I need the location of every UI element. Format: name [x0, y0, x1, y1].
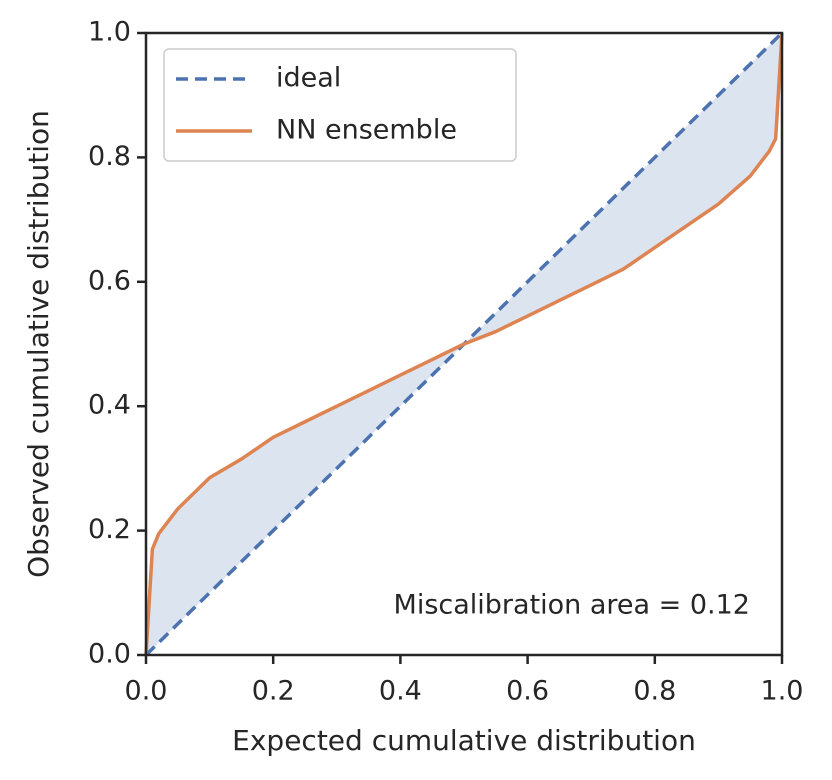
y-tick-label: 0.0 [88, 639, 131, 670]
x-tick-label: 0.4 [379, 676, 422, 707]
x-tick-label: 0.2 [252, 676, 295, 707]
y-tick-label: 0.8 [88, 141, 131, 172]
x-axis-label: Expected cumulative distribution [232, 724, 696, 757]
x-tick-label: 1.0 [761, 676, 804, 707]
y-tick-label: 0.2 [88, 514, 131, 545]
y-axis-label: Observed cumulative distribution [22, 110, 55, 578]
annotation: Miscalibration area = 0.12 [394, 590, 750, 621]
x-tick-label: 0.0 [125, 676, 168, 707]
plot-frame [144, 31, 784, 657]
y-tick-label: 1.0 [88, 17, 131, 48]
y-tick-label: 0.4 [88, 390, 131, 421]
legend-label: NN ensemble [276, 115, 457, 146]
x-tick-label: 0.8 [633, 676, 676, 707]
legend-box [163, 48, 517, 162]
y-tick-label: 0.6 [88, 265, 131, 296]
legend-label: ideal [276, 63, 341, 94]
x-tick-label: 0.6 [506, 676, 549, 707]
line-model [144, 32, 784, 656]
